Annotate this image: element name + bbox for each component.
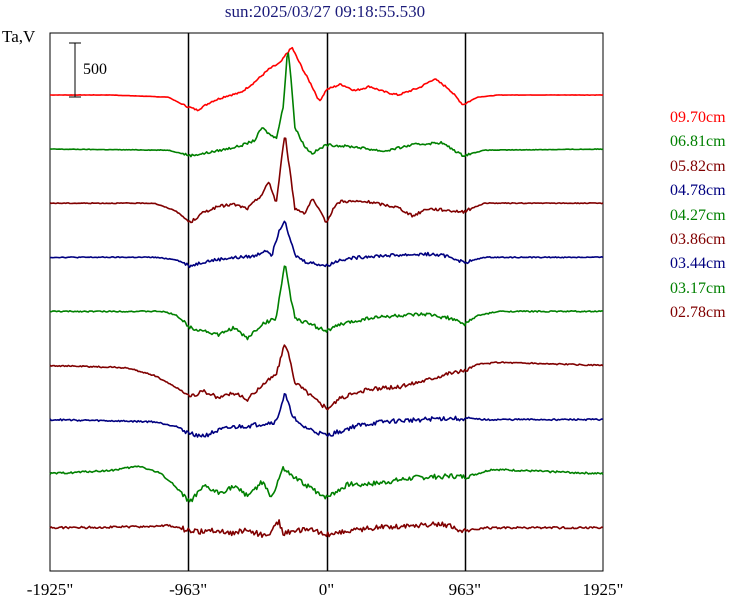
x-axis-ticks: -1925" -963" 0" 963" 1925" bbox=[27, 580, 624, 599]
series-line-04.78cm bbox=[49, 220, 604, 269]
legend-entry-09.70cm: 09.70cm bbox=[670, 109, 726, 126]
series-line-09.70cm bbox=[50, 46, 604, 112]
legend-entry-04.78cm: 04.78cm bbox=[670, 182, 726, 200]
x-tick-label-4: 1925" bbox=[583, 580, 624, 599]
series-line-03.17cm bbox=[49, 465, 604, 503]
legend-entry-02.78cm: 02.78cm bbox=[670, 304, 726, 322]
legend-entry-04.27cm: 04.27cm bbox=[670, 206, 726, 224]
legend-entry-06.81cm: 06.81cm bbox=[670, 133, 726, 151]
chart-title: sun:2025/03/27 09:18:55.530 bbox=[225, 2, 425, 21]
series-line-03.86cm bbox=[49, 344, 604, 411]
x-tick-label-1: -963" bbox=[169, 580, 207, 599]
series-line-05.82cm bbox=[49, 137, 604, 224]
scale-bar: 500 bbox=[69, 42, 107, 98]
x-tick-label-0: -1925" bbox=[27, 580, 74, 599]
series-line-02.78cm bbox=[49, 519, 604, 538]
x-tick-label-2: 0" bbox=[319, 580, 334, 599]
series-line-06.81cm bbox=[49, 52, 604, 158]
y-axis-label: Ta,V bbox=[2, 27, 36, 46]
spectra-traces bbox=[49, 46, 604, 538]
reference-lines bbox=[187, 33, 467, 571]
x-tick-label-3: 963" bbox=[449, 580, 481, 599]
legend-entry-03.86cm: 03.86cm bbox=[670, 231, 726, 248]
plot-frame bbox=[49, 32, 604, 572]
legend-entry-03.17cm: 03.17cm bbox=[670, 279, 726, 297]
scale-bar-label: 500 bbox=[83, 61, 107, 78]
legend-entry-03.44cm: 03.44cm bbox=[670, 255, 726, 273]
series-line-04.27cm bbox=[49, 265, 604, 341]
series-line-03.44cm bbox=[49, 393, 604, 438]
legend-entry-05.82cm: 05.82cm bbox=[670, 157, 726, 175]
